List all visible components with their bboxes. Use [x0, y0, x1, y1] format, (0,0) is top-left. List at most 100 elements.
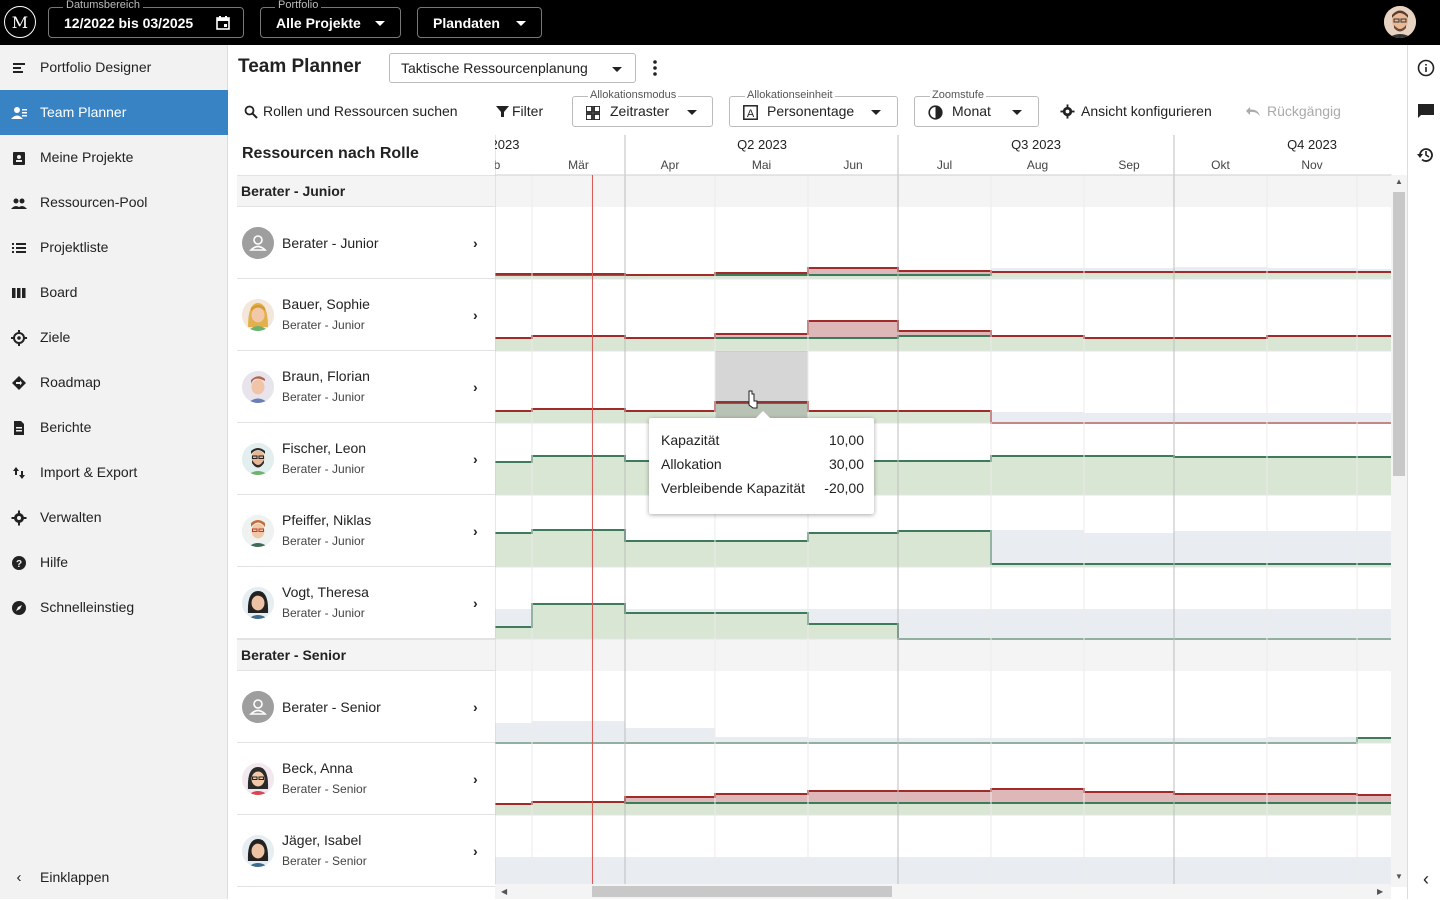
- scroll-right-arrow[interactable]: ▶: [1377, 887, 1384, 896]
- scroll-up-arrow[interactable]: ▲: [1395, 177, 1403, 186]
- sidebar-item-team-planner[interactable]: Team Planner: [0, 90, 228, 135]
- import-export-icon: [13, 467, 25, 479]
- sidebar-item-berichte[interactable]: Berichte: [0, 405, 228, 450]
- free-capacity-bar: [1267, 737, 1357, 743]
- horizontal-scrollbar[interactable]: ◀ ▶: [495, 884, 1391, 899]
- quarter-label: Q3 2023: [1011, 137, 1061, 152]
- sidebar-item-verwalten[interactable]: Verwalten: [0, 495, 228, 540]
- sidebar-item-portfolio-designer[interactable]: Portfolio Designer: [0, 45, 228, 90]
- collapse-sidebar-button[interactable]: ‹ Einklappen: [0, 855, 228, 900]
- resource-row[interactable]: Berater - Junior ›: [237, 207, 495, 279]
- data-type-select[interactable]: Plandaten: [417, 7, 542, 38]
- free-capacity-bar: [1357, 609, 1392, 639]
- sidebar-item-label: Board: [40, 284, 78, 300]
- sidebar-item-schnelleinstieg[interactable]: Schnelleinstieg: [0, 585, 228, 630]
- zoom-select[interactable]: Zoomstufe Monat: [914, 89, 1039, 127]
- app-logo[interactable]: M: [4, 6, 36, 38]
- free-capacity-bar: [1267, 413, 1357, 423]
- capacity-bar: [991, 336, 1084, 351]
- search-icon: [244, 105, 258, 119]
- free-capacity-bar: [715, 857, 808, 887]
- sidebar-item-roadmap[interactable]: Roadmap: [0, 360, 228, 405]
- overallocation-bar: [898, 791, 991, 803]
- month-label: Okt: [1211, 158, 1230, 172]
- allocation-unit-select[interactable]: Allokationseinheit A Personentage: [729, 89, 898, 127]
- chevron-left-icon[interactable]: ‹: [1423, 869, 1429, 889]
- chevron-right-icon[interactable]: ›: [473, 523, 478, 539]
- data-type-value: Plandaten: [433, 14, 500, 31]
- capacity-bar: [1267, 564, 1357, 567]
- search-button[interactable]: Rollen und Ressourcen suchen: [244, 103, 458, 119]
- date-range-field[interactable]: Datumsbereich 12/2022 bis 03/2025: [48, 0, 244, 38]
- chevron-right-icon[interactable]: ›: [473, 843, 478, 859]
- resource-row[interactable]: Jäger, Isabel Berater - Senior ›: [237, 815, 495, 887]
- chevron-right-icon[interactable]: ›: [473, 307, 478, 323]
- sidebar-item-ziele[interactable]: Ziele: [0, 315, 228, 360]
- resource-row[interactable]: Pfeiffer, Niklas Berater - Junior ›: [237, 495, 495, 567]
- portfolio-select[interactable]: Portfolio Alle Projekte: [260, 0, 401, 38]
- capacity-bar: [715, 338, 808, 351]
- sidebar-item-hilfe[interactable]: ? Hilfe: [0, 540, 228, 585]
- info-icon[interactable]: [1417, 59, 1435, 77]
- role-group-header[interactable]: Berater - Junior: [237, 175, 495, 207]
- chevron-right-icon[interactable]: ›: [473, 451, 478, 467]
- resource-row[interactable]: Vogt, Theresa Berater - Junior ›: [237, 567, 495, 639]
- history-icon[interactable]: [1417, 146, 1435, 164]
- filter-button[interactable]: Filter: [496, 103, 543, 119]
- toolbar: Rollen und Ressourcen suchen Filter Allo…: [228, 89, 1407, 135]
- tooltip-value: -20,00: [824, 480, 864, 496]
- sidebar-item-ressourcen-pool[interactable]: Ressourcen-Pool: [0, 180, 228, 225]
- chevron-right-icon[interactable]: ›: [473, 699, 478, 715]
- capacity-bar: [1174, 457, 1267, 495]
- capacity-bar: [991, 456, 1084, 495]
- free-capacity-bar: [991, 530, 1084, 567]
- configure-view-label: Ansicht konfigurieren: [1081, 103, 1212, 119]
- free-capacity-bar: [625, 857, 715, 887]
- group-band: [495, 175, 1392, 207]
- chevron-right-icon[interactable]: ›: [473, 379, 478, 395]
- vertical-scrollbar[interactable]: ▲ ▼: [1391, 175, 1407, 887]
- chevron-right-icon[interactable]: ›: [473, 235, 478, 251]
- scroll-left-arrow[interactable]: ◀: [501, 887, 508, 896]
- undo-button[interactable]: Rückgängig: [1246, 103, 1341, 119]
- capacity-bar: [1357, 272, 1392, 279]
- resource-name: Berater - Senior: [282, 699, 381, 715]
- zoom-icon: [928, 105, 943, 120]
- allocation-mode-select[interactable]: Allokationsmodus Zeitraster: [572, 89, 713, 127]
- chevron-right-icon[interactable]: ›: [473, 595, 478, 611]
- user-avatar[interactable]: [1384, 6, 1416, 38]
- capacity-bar: [532, 409, 625, 423]
- resource-row[interactable]: Berater - Senior ›: [237, 671, 495, 743]
- free-capacity-bar: [1174, 609, 1267, 639]
- mouse-cursor: [748, 390, 758, 409]
- view-select[interactable]: Taktische Ressourcenplanung: [389, 53, 636, 83]
- role-group-header[interactable]: Berater - Senior: [237, 639, 495, 671]
- svg-text:A: A: [747, 108, 755, 120]
- allocation-chart[interactable]: 2023 Q2 2023 Q3 2023 Q4 2023 b Mär Apr Mai Jun Ju…: [495, 135, 1392, 887]
- scroll-down-arrow[interactable]: ▼: [1395, 872, 1403, 881]
- vertical-scroll-thumb[interactable]: [1393, 192, 1405, 476]
- capacity-bar: [625, 541, 715, 567]
- month-label: Mär: [568, 158, 589, 172]
- month-label: Jul: [937, 158, 952, 172]
- horizontal-scroll-thumb[interactable]: [592, 886, 892, 897]
- chevron-right-icon[interactable]: ›: [473, 771, 478, 787]
- resource-row[interactable]: Braun, Florian Berater - Junior ›: [237, 351, 495, 423]
- avatar: [242, 371, 274, 403]
- sidebar-item-board[interactable]: Board: [0, 270, 228, 315]
- capacity-bar: [1267, 336, 1357, 351]
- resource-row[interactable]: Bauer, Sophie Berater - Junior ›: [237, 279, 495, 351]
- sidebar-item-projektliste[interactable]: Projektliste: [0, 225, 228, 270]
- sidebar-item-meine-projekte[interactable]: Meine Projekte: [0, 135, 228, 180]
- resource-row[interactable]: Fischer, Leon Berater - Junior ›: [237, 423, 495, 495]
- free-capacity-bar: [898, 857, 991, 887]
- more-vert-icon[interactable]: [651, 59, 659, 77]
- sidebar-item-import-export[interactable]: Import & Export: [0, 450, 228, 495]
- quarter-label: Q4 2023: [1287, 137, 1337, 152]
- configure-view-button[interactable]: Ansicht konfigurieren: [1060, 103, 1212, 119]
- resource-row[interactable]: Beck, Anna Berater - Senior ›: [237, 743, 495, 815]
- free-capacity-bar: [898, 738, 991, 743]
- calendar-icon[interactable]: [215, 15, 231, 31]
- comments-icon[interactable]: [1417, 102, 1435, 120]
- month-label: Jun: [843, 158, 862, 172]
